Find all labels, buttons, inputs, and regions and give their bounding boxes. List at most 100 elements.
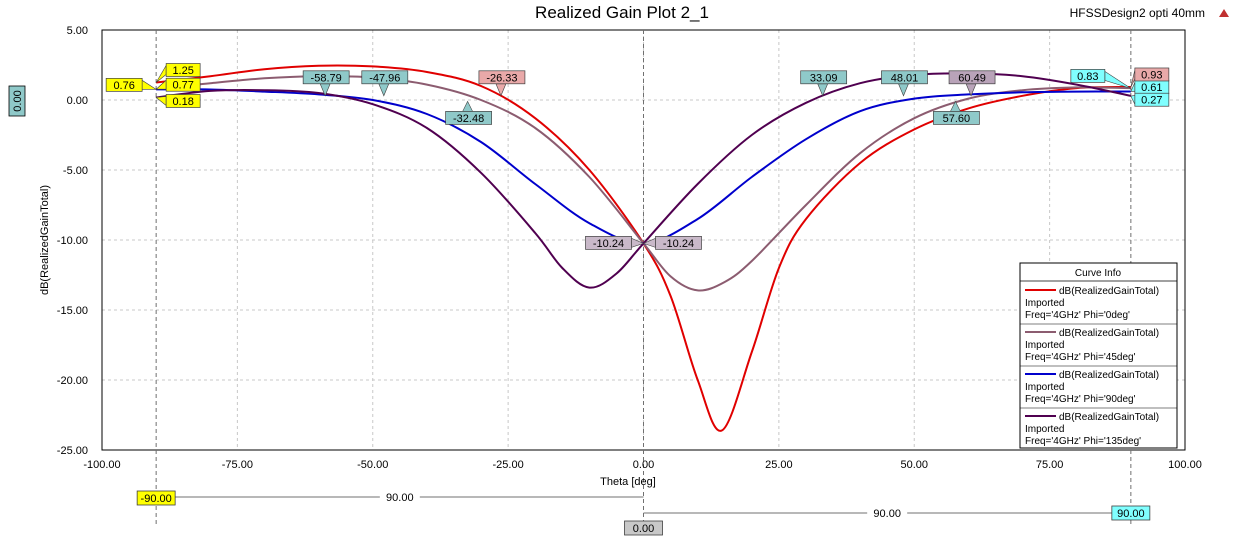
marker-label: -32.48 — [453, 113, 484, 125]
ansys-logo-icon — [1219, 9, 1229, 17]
marker-pointer — [1104, 70, 1132, 89]
marker-box — [1070, 69, 1106, 83]
marker-box — [361, 70, 409, 85]
marker-17[interactable]: 0.93 — [1130, 67, 1170, 88]
legend-series-name: dB(RealizedGainTotal) — [1059, 286, 1159, 297]
y-tick-label: -15.00 — [57, 305, 88, 317]
y-cursor-label: 0.00 — [12, 90, 24, 111]
legend-series-source: Imported — [1025, 424, 1064, 435]
marker-label: -47.96 — [369, 72, 400, 84]
legend-series-name: dB(RealizedGainTotal) — [1059, 370, 1159, 381]
cursor-label-1[interactable]: -90.00 — [136, 490, 176, 506]
cursor-label-box — [624, 520, 663, 536]
marker-label: -58.79 — [311, 72, 342, 84]
marker-18[interactable]: 0.27 — [1130, 92, 1170, 107]
legend-series-name: dB(RealizedGainTotal) — [1059, 412, 1159, 423]
legend-series-params: Freq='4GHz' Phi='45deg' — [1025, 352, 1136, 363]
x-axis-label: Theta [deg] — [600, 476, 656, 488]
chart-title: Realized Gain Plot 2_1 — [535, 3, 709, 22]
cursor-label-3[interactable]: 90.00 — [1111, 505, 1151, 521]
x-tick-label: 0.00 — [633, 459, 654, 471]
marker-box — [165, 77, 201, 92]
marker-pointer — [155, 64, 167, 83]
cursor-label-box — [136, 490, 176, 506]
legend-series-params: Freq='4GHz' Phi='90deg' — [1025, 394, 1136, 405]
marker-9[interactable]: 33.09 — [800, 70, 848, 97]
cursor-label-2[interactable]: 0.00 — [624, 520, 663, 536]
marker-box — [1134, 67, 1170, 82]
y-axis-label: dB(RealizedGainTotal) — [39, 185, 51, 295]
marker-1[interactable]: 1.25 — [155, 63, 201, 83]
delta-label-bg — [867, 506, 908, 520]
marker-box — [165, 63, 201, 77]
marker-14[interactable]: -10.24 — [642, 236, 702, 250]
marker-box — [105, 78, 143, 92]
marker-box — [655, 236, 702, 250]
marker-16[interactable]: 0.61 — [1130, 80, 1170, 94]
legend-series-params: Freq='4GHz' Phi='0deg' — [1025, 310, 1130, 321]
y-tick-label: -10.00 — [57, 235, 88, 247]
y-cursor-box[interactable] — [8, 85, 26, 117]
x-tick-label: 75.00 — [1036, 459, 1064, 471]
marker-7[interactable]: -26.33 — [478, 70, 526, 97]
marker-11[interactable]: 60.49 — [948, 70, 996, 97]
marker-5[interactable]: -58.79 — [302, 70, 350, 97]
marker-label: 1.25 — [172, 65, 193, 77]
marker-label: 0.27 — [1141, 95, 1162, 107]
y-tick-labels: 5.00 0.00 -5.00 -10.00 -15.00 -20.00 -25.00 — [57, 25, 88, 457]
series-line-1 — [156, 64, 1131, 432]
delta-bar-1: 90.00 — [156, 490, 644, 504]
cursor-value-labels: -90.00 0.00 90.00 — [136, 490, 1151, 536]
x-tick-label: 50.00 — [900, 459, 928, 471]
marker-4[interactable]: 0.18 — [155, 94, 201, 108]
x-tick-label: -25.00 — [493, 459, 524, 471]
curve-info-legend: Curve Info dB(RealizedGainTotal)Imported… — [1019, 262, 1178, 449]
y-tick-label: -5.00 — [63, 165, 88, 177]
marker-label: 0.83 — [1077, 71, 1098, 83]
legend-item-1[interactable]: dB(RealizedGainTotal)ImportedFreq='4GHz'… — [1025, 286, 1159, 321]
delta-label: 90.00 — [386, 492, 414, 504]
legend-box — [1019, 262, 1178, 449]
marker-3[interactable]: 0.76 — [105, 78, 158, 92]
x-tick-labels: -100.00 -75.00 -50.00 -25.00 0.00 25.00 50.00 7… — [83, 459, 1201, 471]
marker-label: 0.77 — [172, 80, 193, 92]
delta-bars: 90.00 90.00 — [156, 490, 1131, 520]
marker-6[interactable]: -47.96 — [361, 70, 409, 97]
marker-box — [585, 236, 632, 250]
legend-item-3[interactable]: dB(RealizedGainTotal)ImportedFreq='4GHz'… — [1020, 365, 1177, 405]
legend-item-2[interactable]: dB(RealizedGainTotal)ImportedFreq='4GHz'… — [1020, 323, 1177, 363]
marker-label: 0.76 — [113, 80, 134, 92]
legend-series-source: Imported — [1025, 340, 1064, 351]
y-tick-label: -25.00 — [57, 445, 88, 457]
marker-box — [800, 70, 848, 85]
x-tick-label: 25.00 — [765, 459, 793, 471]
marker-box — [881, 70, 928, 85]
marker-box — [948, 70, 996, 85]
legend-series-source: Imported — [1025, 382, 1064, 393]
marker-label: 60.49 — [958, 72, 986, 84]
x-tick-label: -100.00 — [83, 459, 120, 471]
marker-2[interactable]: 0.77 — [155, 77, 201, 92]
markers-group: 1.25 0.77 0.76 0.18 -58.79 -47.96 -26.33 -32.48… — [105, 63, 1170, 250]
marker-10[interactable]: 48.01 — [881, 70, 928, 97]
legend-item-4[interactable]: dB(RealizedGainTotal)ImportedFreq='4GHz'… — [1020, 407, 1177, 447]
marker-box — [445, 111, 492, 125]
marker-pointer — [898, 83, 909, 97]
y-tick-label: 0.00 — [67, 95, 88, 107]
marker-13[interactable]: -10.24 — [585, 236, 645, 250]
marker-12[interactable]: 57.60 — [933, 100, 980, 125]
marker-box — [302, 70, 350, 85]
marker-8[interactable]: -32.48 — [445, 100, 492, 125]
legend-title: Curve Info — [1075, 268, 1122, 279]
series-line-4 — [156, 72, 1132, 289]
y-cursor-readout[interactable]: 0.00 — [8, 85, 26, 117]
marker-pointer — [462, 100, 474, 112]
marker-15[interactable]: 0.83 — [1070, 69, 1132, 89]
y-tick-label: -20.00 — [57, 375, 88, 387]
marker-label: -10.24 — [593, 238, 624, 250]
marker-pointer — [378, 83, 390, 97]
legend-series-params: Freq='4GHz' Phi='135deg' — [1025, 436, 1141, 447]
marker-box — [478, 70, 526, 85]
marker-label: 0.93 — [1141, 69, 1162, 81]
